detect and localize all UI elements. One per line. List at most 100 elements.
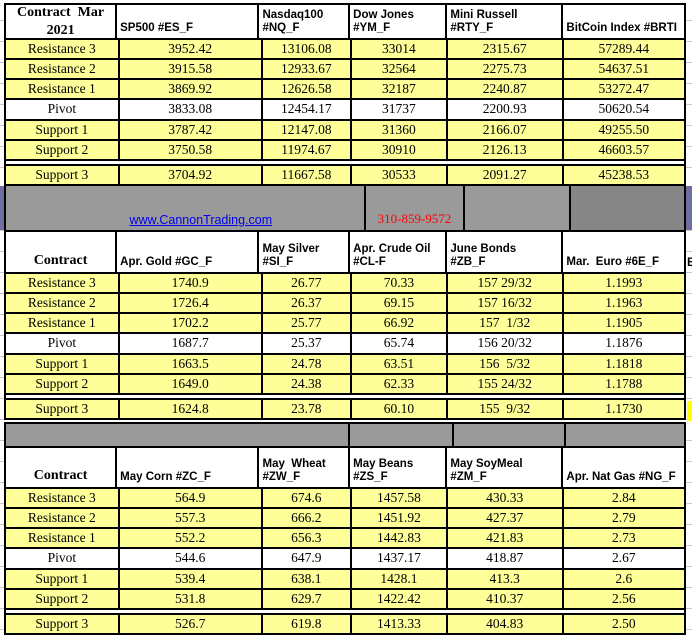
value-cell[interactable]: 69.15 <box>349 294 446 313</box>
value-cell[interactable]: 157 1/32 <box>445 314 562 333</box>
value-cell[interactable]: 1457.58 <box>349 489 446 508</box>
value-cell[interactable]: 404.83 <box>445 614 562 633</box>
value-cell[interactable]: 3869.92 <box>117 80 261 99</box>
value-cell[interactable]: 552.2 <box>117 529 261 548</box>
value-cell[interactable]: 1413.33 <box>349 614 446 633</box>
value-cell[interactable]: 1442.83 <box>349 529 446 548</box>
value-cell[interactable]: 410.37 <box>445 589 562 608</box>
value-cell[interactable]: 70.33 <box>349 274 446 293</box>
row-label-cell[interactable]: Resistance 3 <box>27 490 96 506</box>
value-cell[interactable]: 1451.92 <box>349 509 446 528</box>
value-cell[interactable]: 31737 <box>349 100 446 119</box>
row-label-cell[interactable]: Support 2 <box>35 141 89 157</box>
value-cell[interactable]: 33014 <box>349 40 446 59</box>
value-cell[interactable]: 3787.42 <box>117 120 261 139</box>
value-cell[interactable]: 674.6 <box>260 489 350 508</box>
row-label-cell[interactable]: Resistance 2 <box>27 510 96 526</box>
value-cell[interactable]: 2.50 <box>561 614 684 633</box>
column-header-euro[interactable]: Mar. Euro #6E_F <box>561 232 684 272</box>
value-cell[interactable]: 25.37 <box>260 334 350 353</box>
value-cell[interactable]: 647.9 <box>260 549 350 568</box>
value-cell[interactable]: 25.77 <box>260 314 350 333</box>
column-header-gold[interactable]: Apr. Gold #GC_F <box>115 232 257 272</box>
row-label-cell[interactable]: Resistance 3 <box>27 275 96 291</box>
value-cell[interactable]: 26.77 <box>260 274 350 293</box>
value-cell[interactable]: 2200.93 <box>445 100 562 119</box>
column-header-beans[interactable]: May Beans #ZS_F <box>348 448 445 487</box>
value-cell[interactable]: 3750.58 <box>117 140 261 159</box>
value-cell[interactable]: 155 24/32 <box>445 374 562 393</box>
value-cell[interactable]: 629.7 <box>260 589 350 608</box>
value-cell[interactable]: 12147.08 <box>260 120 350 139</box>
value-cell[interactable]: 2.6 <box>561 569 684 588</box>
column-header-bitcoin-index[interactable]: BitCoin Index #BRTI <box>561 5 684 38</box>
value-cell[interactable]: 1.1818 <box>561 354 684 373</box>
column-header-nat-gas[interactable]: Apr. Nat Gas #NG_F <box>561 448 684 487</box>
value-cell[interactable]: 2126.13 <box>445 140 562 159</box>
value-cell[interactable]: 3704.92 <box>117 165 261 184</box>
value-cell[interactable]: 3915.58 <box>117 60 261 79</box>
value-cell[interactable]: 49255.50 <box>561 120 684 139</box>
value-cell[interactable]: 418.87 <box>445 549 562 568</box>
value-cell[interactable]: 2.56 <box>561 589 684 608</box>
value-cell[interactable]: 65.74 <box>349 334 446 353</box>
value-cell[interactable]: 53272.47 <box>561 80 684 99</box>
value-cell[interactable]: 1649.0 <box>117 374 261 393</box>
value-cell[interactable]: 539.4 <box>117 569 261 588</box>
value-cell[interactable]: 638.1 <box>260 569 350 588</box>
row-label-cell[interactable]: Resistance 1 <box>27 315 96 331</box>
value-cell[interactable]: 63.51 <box>349 354 446 373</box>
value-cell[interactable]: 1.1963 <box>561 294 684 313</box>
row-label-cell[interactable]: Support 1 <box>35 355 89 371</box>
column-header-dow-jones[interactable]: Dow Jones #YM_F <box>348 5 445 38</box>
value-cell[interactable]: 1663.5 <box>117 354 261 373</box>
value-cell[interactable]: 13106.08 <box>260 40 350 59</box>
value-cell[interactable]: 32564 <box>349 60 446 79</box>
value-cell[interactable]: 1428.1 <box>349 569 446 588</box>
row-label-cell[interactable]: Support 3 <box>35 615 89 631</box>
column-header-sp500[interactable]: SP500 #ES_F <box>115 5 257 38</box>
value-cell[interactable]: 666.2 <box>260 509 350 528</box>
value-cell[interactable]: 1740.9 <box>117 274 261 293</box>
value-cell[interactable]: 31360 <box>349 120 446 139</box>
contract-header-cell[interactable]: Contract Mar 2021 <box>17 5 105 38</box>
value-cell[interactable]: 54637.51 <box>561 60 684 79</box>
value-cell[interactable]: 1624.8 <box>117 399 261 418</box>
row-label-cell[interactable]: Resistance 1 <box>27 530 96 546</box>
value-cell[interactable]: 1702.2 <box>117 314 261 333</box>
row-label-cell[interactable]: Support 2 <box>35 375 89 391</box>
value-cell[interactable]: 1.1993 <box>561 274 684 293</box>
value-cell[interactable]: 656.3 <box>260 529 350 548</box>
value-cell[interactable]: 531.8 <box>117 589 261 608</box>
value-cell[interactable]: 60.10 <box>349 399 446 418</box>
value-cell[interactable]: 544.6 <box>117 549 261 568</box>
value-cell[interactable]: 1726.4 <box>117 294 261 313</box>
contract-header-cell[interactable]: Contract <box>33 252 88 268</box>
row-label-cell[interactable]: Support 1 <box>35 121 89 137</box>
value-cell[interactable]: 3833.08 <box>117 100 261 119</box>
value-cell[interactable]: 46603.57 <box>561 140 684 159</box>
value-cell[interactable]: 30910 <box>349 140 446 159</box>
row-label-cell[interactable]: Pivot <box>47 335 77 351</box>
row-label-cell[interactable]: Support 1 <box>35 570 89 586</box>
value-cell[interactable]: 23.78 <box>260 399 350 418</box>
value-cell[interactable]: 157 16/32 <box>445 294 562 313</box>
value-cell[interactable]: 1422.42 <box>349 589 446 608</box>
column-header-corn[interactable]: May Corn #ZC_F <box>115 448 257 487</box>
value-cell[interactable]: 57289.44 <box>561 40 684 59</box>
row-label-cell[interactable]: Resistance 2 <box>27 295 96 311</box>
value-cell[interactable]: 413.3 <box>445 569 562 588</box>
value-cell[interactable]: 155 9/32 <box>445 399 562 418</box>
value-cell[interactable]: 2.84 <box>561 489 684 508</box>
value-cell[interactable]: 1437.17 <box>349 549 446 568</box>
value-cell[interactable]: 2.79 <box>561 509 684 528</box>
value-cell[interactable]: 2275.73 <box>445 60 562 79</box>
value-cell[interactable]: 24.78 <box>260 354 350 373</box>
column-header-wheat[interactable]: May Wheat #ZW_F <box>257 448 348 487</box>
value-cell[interactable]: 157 29/32 <box>445 274 562 293</box>
column-header-crude-oil[interactable]: Apr. Crude Oil #CL-F <box>348 232 445 272</box>
column-header-nasdaq100[interactable]: Nasdaq100 #NQ_F <box>257 5 348 38</box>
row-label-cell[interactable]: Resistance 1 <box>27 81 96 97</box>
value-cell[interactable]: 11667.58 <box>260 165 350 184</box>
row-label-cell[interactable]: Support 2 <box>35 590 89 606</box>
